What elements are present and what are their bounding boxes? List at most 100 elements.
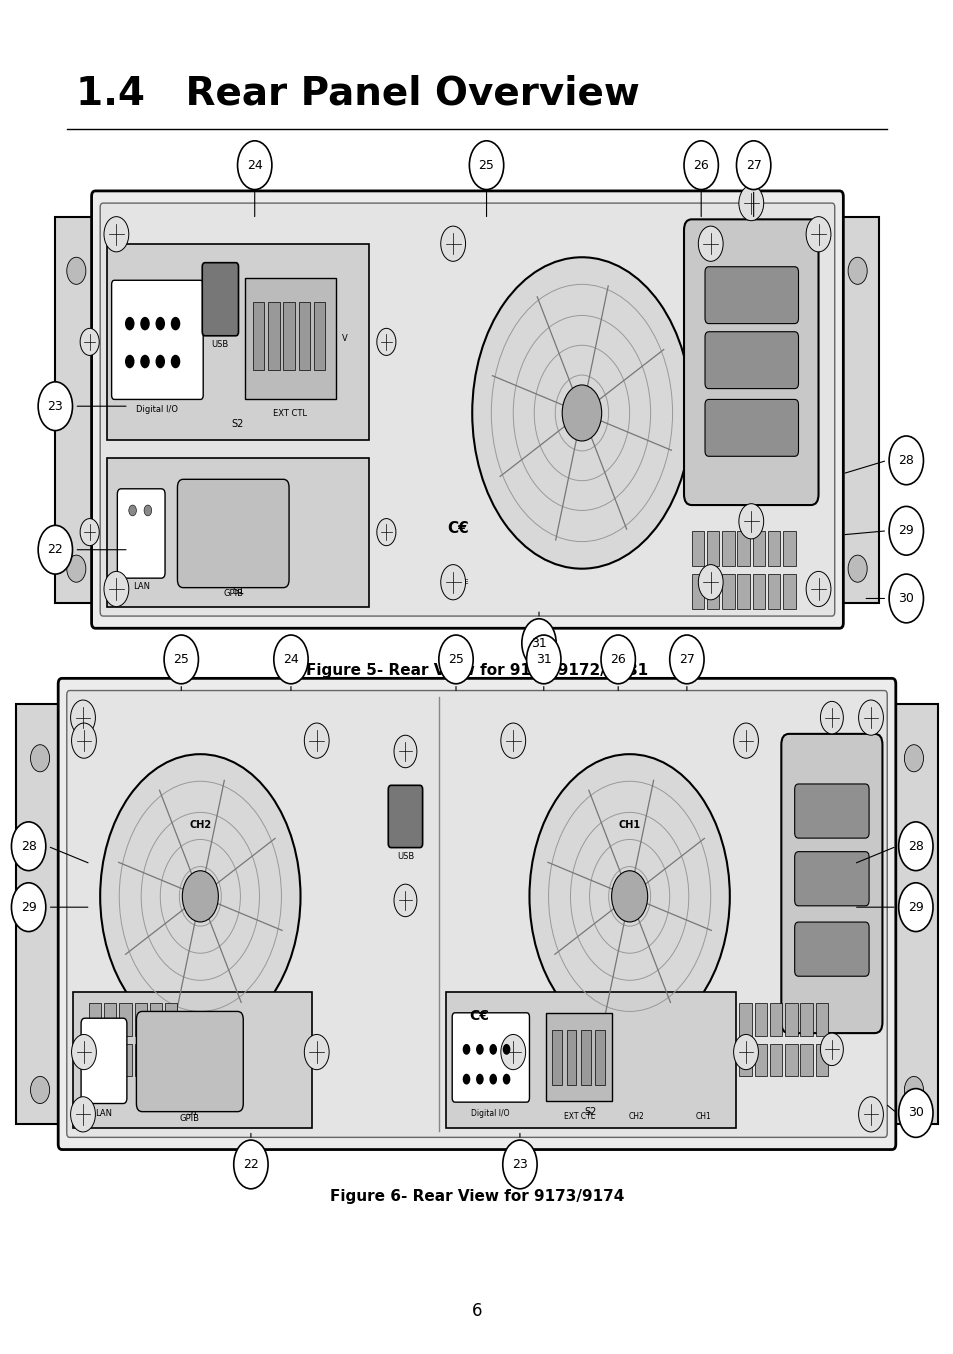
Text: USB: USB [396, 852, 414, 861]
FancyBboxPatch shape [89, 1003, 101, 1036]
Text: 26: 26 [693, 158, 708, 172]
Text: CH2: CH2 [189, 821, 212, 830]
Circle shape [274, 635, 308, 684]
FancyBboxPatch shape [119, 1003, 132, 1036]
FancyBboxPatch shape [704, 332, 798, 389]
Text: EXT CTL: EXT CTL [274, 409, 307, 418]
Text: Digital I/O: Digital I/O [471, 1109, 509, 1118]
Circle shape [600, 635, 635, 684]
FancyBboxPatch shape [545, 1013, 612, 1101]
Circle shape [736, 141, 770, 190]
Text: GPIB: GPIB [180, 1114, 199, 1124]
Text: 22: 22 [243, 1158, 258, 1171]
Text: S1: S1 [187, 1108, 198, 1117]
FancyBboxPatch shape [752, 531, 764, 566]
FancyBboxPatch shape [782, 531, 795, 566]
Circle shape [171, 317, 180, 330]
FancyBboxPatch shape [691, 574, 703, 609]
Circle shape [898, 883, 932, 932]
Text: 24: 24 [247, 158, 262, 172]
FancyBboxPatch shape [767, 574, 780, 609]
Text: 29: 29 [898, 524, 913, 538]
Text: CH1: CH1 [695, 1112, 710, 1121]
FancyBboxPatch shape [794, 922, 868, 976]
Text: 24: 24 [283, 653, 298, 666]
FancyBboxPatch shape [89, 1044, 101, 1076]
Circle shape [38, 382, 72, 431]
FancyBboxPatch shape [314, 302, 325, 370]
Text: C€: C€ [447, 520, 468, 536]
FancyBboxPatch shape [91, 191, 842, 628]
Circle shape [903, 1076, 923, 1104]
Circle shape [472, 257, 691, 569]
Circle shape [502, 1044, 510, 1055]
Circle shape [858, 1097, 882, 1132]
Circle shape [80, 328, 99, 355]
Text: LAN: LAN [132, 582, 150, 592]
Circle shape [462, 1074, 470, 1085]
Circle shape [67, 555, 86, 582]
Text: 6: 6 [471, 1301, 482, 1320]
Circle shape [394, 735, 416, 768]
Circle shape [100, 754, 300, 1039]
Circle shape [104, 217, 129, 252]
FancyBboxPatch shape [580, 1030, 590, 1085]
FancyBboxPatch shape [683, 219, 818, 505]
Circle shape [233, 1140, 268, 1189]
FancyBboxPatch shape [165, 1003, 177, 1036]
Circle shape [30, 745, 50, 772]
FancyBboxPatch shape [739, 1044, 751, 1076]
FancyBboxPatch shape [784, 1003, 797, 1036]
Circle shape [469, 141, 503, 190]
Text: 29: 29 [21, 900, 36, 914]
Circle shape [30, 1076, 50, 1104]
FancyBboxPatch shape [781, 734, 882, 1033]
Text: 27: 27 [745, 158, 760, 172]
Circle shape [155, 355, 165, 368]
FancyBboxPatch shape [752, 574, 764, 609]
Text: Figure 6- Rear View for 9173/9174: Figure 6- Rear View for 9173/9174 [330, 1189, 623, 1204]
Circle shape [805, 217, 830, 252]
Circle shape [11, 822, 46, 871]
FancyBboxPatch shape [100, 203, 834, 616]
Circle shape [376, 519, 395, 546]
FancyBboxPatch shape [595, 1030, 604, 1085]
FancyBboxPatch shape [784, 1044, 797, 1076]
Circle shape [888, 506, 923, 555]
FancyBboxPatch shape [165, 1044, 177, 1076]
Circle shape [733, 1034, 758, 1070]
Text: S2: S2 [584, 1108, 597, 1117]
Text: Digital I/O: Digital I/O [136, 405, 178, 414]
Circle shape [820, 701, 842, 734]
FancyBboxPatch shape [67, 691, 886, 1137]
Circle shape [847, 257, 866, 284]
Circle shape [611, 871, 647, 922]
Text: 23: 23 [48, 399, 63, 413]
Text: 22: 22 [48, 543, 63, 556]
Circle shape [561, 385, 601, 441]
Circle shape [502, 1074, 510, 1085]
Text: 23: 23 [512, 1158, 527, 1171]
Text: LAN: LAN [95, 1109, 112, 1118]
Circle shape [67, 257, 86, 284]
Circle shape [888, 436, 923, 485]
Circle shape [140, 317, 150, 330]
Text: S2: S2 [232, 420, 244, 429]
FancyBboxPatch shape [836, 217, 878, 603]
Text: 30: 30 [898, 592, 913, 605]
FancyBboxPatch shape [81, 1018, 127, 1104]
Text: Figure 5- Rear View for 9171/9172/9181: Figure 5- Rear View for 9171/9172/9181 [306, 663, 647, 678]
Circle shape [440, 226, 465, 261]
FancyBboxPatch shape [150, 1044, 162, 1076]
Circle shape [438, 635, 473, 684]
Text: C€: C€ [469, 1009, 488, 1022]
Circle shape [526, 635, 560, 684]
FancyBboxPatch shape [794, 784, 868, 838]
FancyBboxPatch shape [815, 1003, 827, 1036]
Circle shape [104, 571, 129, 607]
Circle shape [125, 317, 134, 330]
Circle shape [304, 1034, 329, 1070]
FancyBboxPatch shape [16, 704, 64, 1124]
Circle shape [155, 317, 165, 330]
Circle shape [805, 571, 830, 607]
